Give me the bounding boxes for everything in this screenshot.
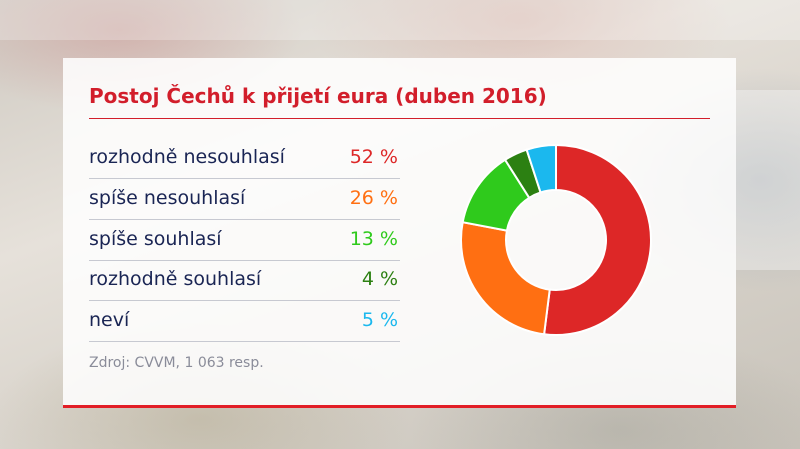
panel-bottom-accent <box>63 405 736 408</box>
legend-row: neví 5 % <box>89 301 400 342</box>
legend-label: rozhodně souhlasí <box>89 268 262 290</box>
legend-value: 5 % <box>361 309 398 331</box>
legend-value: 26 % <box>349 187 398 209</box>
donut-chart <box>460 143 652 336</box>
legend-row: rozhodně souhlasí 4 % <box>89 260 400 301</box>
donut-slice <box>525 143 557 194</box>
source-note: Zdroj: CVVM, 1 063 resp. <box>89 355 264 371</box>
legend-row: spíše souhlasí 13 % <box>89 220 400 261</box>
legend-value: 13 % <box>349 228 398 250</box>
title-divider <box>89 118 710 119</box>
legend-label: spíše nesouhlasí <box>89 187 246 209</box>
chart-title: Postoj Čechů k přijetí eura (duben 2016) <box>89 84 547 108</box>
donut-slice <box>542 143 652 336</box>
legend-value: 4 % <box>361 268 398 290</box>
legend-label: rozhodně nesouhlasí <box>89 146 285 168</box>
legend-label: neví <box>89 309 130 331</box>
legend-row: spíše nesouhlasí 26 % <box>89 179 400 220</box>
legend-value: 52 % <box>349 146 398 168</box>
legend-row: rozhodně nesouhlasí 52 % <box>89 138 400 179</box>
donut-slice <box>460 221 551 336</box>
legend-label: spíše souhlasí <box>89 228 222 250</box>
